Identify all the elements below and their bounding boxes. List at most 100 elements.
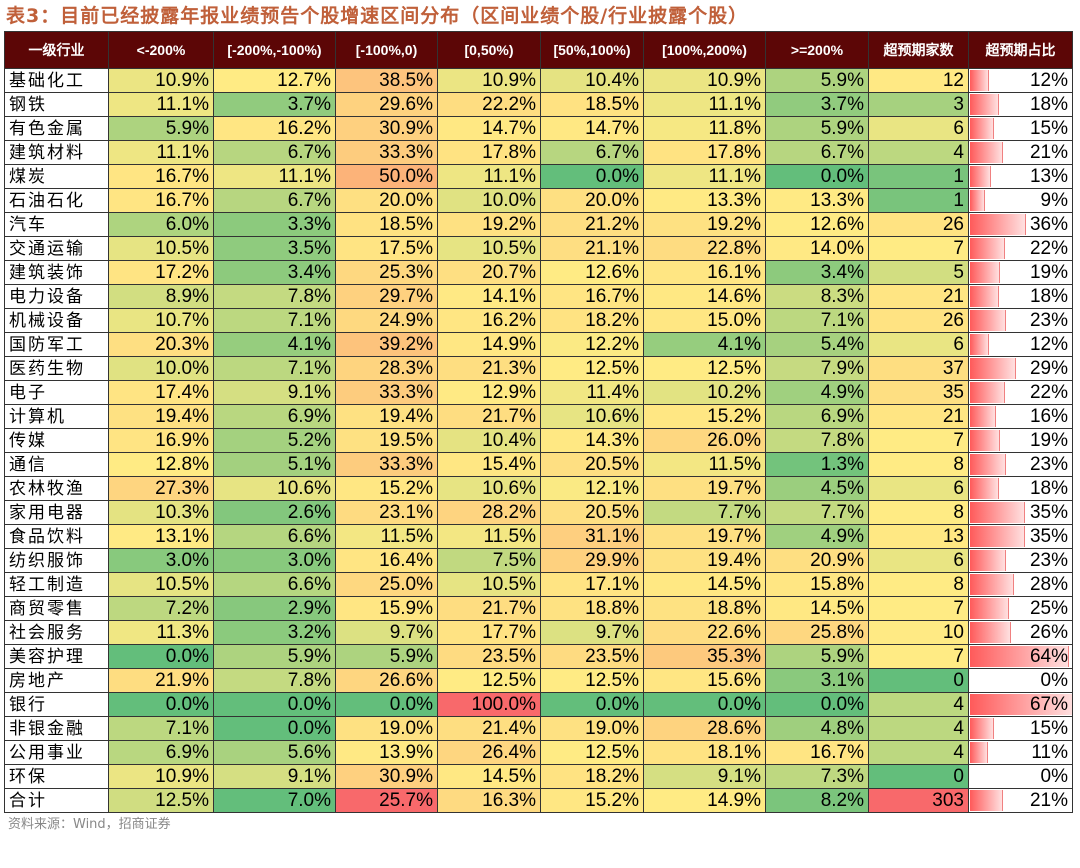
- industry-name: 社会服务: [4, 620, 109, 645]
- table-row: 医药生物 10.0% 7.1% 28.3% 21.3% 12.5% 12.5% 7.9% 37 2…: [4, 356, 1073, 381]
- range-share-cell: 10.9%: [108, 764, 214, 789]
- range-share-cell: 7.1%: [213, 356, 336, 381]
- beat-count-cell: 1: [868, 164, 969, 189]
- table-row: 合计 12.5% 7.0% 25.7% 16.3% 15.2% 14.9% 8.2% 303 21…: [4, 788, 1073, 813]
- column-header: [100%,200%): [643, 31, 766, 69]
- beat-ratio-bar: [970, 382, 1005, 403]
- range-share-cell: 4.8%: [765, 716, 869, 741]
- beat-ratio-bar: [970, 550, 1007, 571]
- range-share-cell: 4.9%: [765, 380, 869, 405]
- range-share-cell: 0.0%: [540, 692, 644, 717]
- range-share-cell: 12.7%: [213, 68, 336, 93]
- beat-count-cell: 4: [868, 140, 969, 165]
- range-share-cell: 25.3%: [335, 260, 438, 285]
- range-share-cell: 4.1%: [643, 332, 766, 357]
- range-share-cell: 17.5%: [335, 236, 438, 261]
- table-row: 美容护理 0.0% 5.9% 5.9% 23.5% 23.5% 35.3% 5.9% 7 64%: [4, 644, 1073, 669]
- table-row: 汽车 6.0% 3.3% 18.5% 19.2% 21.2% 19.2% 12.6% 26 36%: [4, 212, 1073, 237]
- range-share-cell: 20.5%: [540, 500, 644, 525]
- beat-ratio-cell: 64%: [968, 644, 1073, 669]
- range-share-cell: 16.1%: [643, 260, 766, 285]
- range-share-cell: 9.1%: [213, 764, 336, 789]
- beat-ratio-value: 0%: [1040, 669, 1068, 691]
- column-header: <-200%: [108, 31, 214, 69]
- industry-name: 建筑装饰: [4, 260, 109, 285]
- beat-count-cell: 26: [868, 212, 969, 237]
- beat-ratio-bar: [970, 526, 1025, 547]
- range-share-cell: 4.5%: [765, 476, 869, 501]
- beat-count-cell: 6: [868, 116, 969, 141]
- beat-ratio-bar: [970, 334, 990, 355]
- range-share-cell: 14.6%: [643, 284, 766, 309]
- range-share-cell: 11.1%: [108, 140, 214, 165]
- range-share-cell: 14.5%: [765, 596, 869, 621]
- range-share-cell: 21.7%: [437, 596, 541, 621]
- industry-name: 机械设备: [4, 308, 109, 333]
- range-share-cell: 12.5%: [540, 668, 644, 693]
- range-share-cell: 1.3%: [765, 452, 869, 477]
- range-share-cell: 5.9%: [108, 116, 214, 141]
- range-share-cell: 14.5%: [437, 764, 541, 789]
- range-share-cell: 18.2%: [540, 308, 644, 333]
- range-share-cell: 5.6%: [213, 740, 336, 765]
- range-share-cell: 12.5%: [540, 356, 644, 381]
- range-share-cell: 8.2%: [765, 788, 869, 813]
- range-share-cell: 5.9%: [765, 644, 869, 669]
- beat-ratio-value: 35%: [1029, 525, 1068, 547]
- beat-ratio-value: 35%: [1029, 501, 1068, 523]
- table-row: 交通运输 10.5% 3.5% 17.5% 10.5% 21.1% 22.8% 14.0% 7 2…: [4, 236, 1073, 261]
- table-row: 银行 0.0% 0.0% 0.0% 100.0% 0.0% 0.0% 0.0% 4 67%: [4, 692, 1073, 717]
- range-share-cell: 10.2%: [643, 380, 766, 405]
- range-share-cell: 21.9%: [108, 668, 214, 693]
- beat-ratio-cell: 18%: [968, 284, 1073, 309]
- industry-name: 银行: [4, 692, 109, 717]
- range-share-cell: 7.8%: [213, 668, 336, 693]
- beat-ratio-value: 23%: [1029, 309, 1068, 331]
- range-share-cell: 11.1%: [437, 164, 541, 189]
- table-row: 国防军工 20.3% 4.1% 39.2% 14.9% 12.2% 4.1% 5.4% 6 12%: [4, 332, 1073, 357]
- beat-ratio-bar: [970, 94, 999, 115]
- range-share-cell: 0.0%: [108, 644, 214, 669]
- column-header: [-200%,-100%): [213, 31, 336, 69]
- range-share-cell: 14.0%: [765, 236, 869, 261]
- range-share-cell: 33.3%: [335, 140, 438, 165]
- table-row: 非银金融 7.1% 0.0% 19.0% 21.4% 19.0% 28.6% 4.8% 4 15%: [4, 716, 1073, 741]
- range-share-cell: 26.6%: [335, 668, 438, 693]
- range-share-cell: 29.6%: [335, 92, 438, 117]
- table-row: 建筑装饰 17.2% 3.4% 25.3% 20.7% 12.6% 16.1% 3.4% 5 19…: [4, 260, 1073, 285]
- table-row: 环保 10.9% 9.1% 30.9% 14.5% 18.2% 9.1% 7.3% 0 0%: [4, 764, 1073, 789]
- beat-ratio-value: 18%: [1029, 477, 1068, 499]
- range-share-cell: 26.0%: [643, 428, 766, 453]
- range-share-cell: 21.7%: [437, 404, 541, 429]
- beat-ratio-cell: 22%: [968, 236, 1073, 261]
- range-share-cell: 29.7%: [335, 284, 438, 309]
- range-share-cell: 10.6%: [540, 404, 644, 429]
- industry-name: 电力设备: [4, 284, 109, 309]
- range-share-cell: 3.5%: [213, 236, 336, 261]
- range-share-cell: 10.9%: [643, 68, 766, 93]
- range-share-cell: 10.6%: [213, 476, 336, 501]
- industry-name: 家用电器: [4, 500, 109, 525]
- range-share-cell: 15.8%: [765, 572, 869, 597]
- table-row: 商贸零售 7.2% 2.9% 15.9% 21.7% 18.8% 18.8% 14.5% 7 25…: [4, 596, 1073, 621]
- industry-name: 有色金属: [4, 116, 109, 141]
- beat-ratio-bar: [970, 142, 1004, 163]
- range-share-cell: 11.4%: [540, 380, 644, 405]
- range-share-cell: 50.0%: [335, 164, 438, 189]
- range-share-cell: 5.9%: [213, 644, 336, 669]
- beat-ratio-value: 67%: [1029, 693, 1068, 715]
- range-share-cell: 22.8%: [643, 236, 766, 261]
- range-share-cell: 10.3%: [108, 500, 214, 525]
- beat-count-cell: 21: [868, 284, 969, 309]
- range-share-cell: 18.1%: [643, 740, 766, 765]
- range-share-cell: 12.6%: [765, 212, 869, 237]
- table-row: 传媒 16.9% 5.2% 19.5% 10.4% 14.3% 26.0% 7.8% 7 19%: [4, 428, 1073, 453]
- range-share-cell: 15.9%: [335, 596, 438, 621]
- range-share-cell: 100.0%: [437, 692, 541, 717]
- range-share-cell: 8.3%: [765, 284, 869, 309]
- beat-ratio-value: 11%: [1031, 741, 1068, 763]
- range-share-cell: 10.9%: [437, 68, 541, 93]
- beat-ratio-cell: 35%: [968, 524, 1073, 549]
- beat-ratio-bar: [970, 358, 1016, 379]
- beat-ratio-cell: 22%: [968, 380, 1073, 405]
